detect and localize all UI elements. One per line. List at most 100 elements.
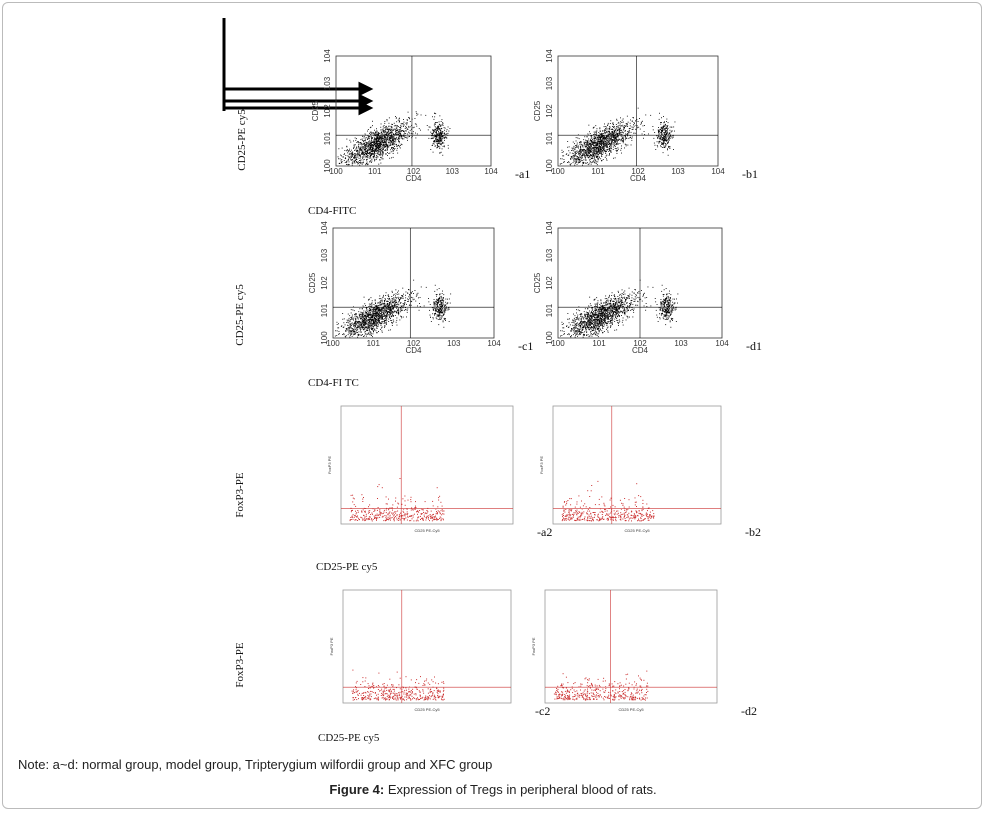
- dot: [429, 304, 431, 305]
- dot: [594, 142, 596, 143]
- dot: [405, 122, 407, 124]
- dot: [379, 154, 381, 156]
- dot: [393, 308, 394, 310]
- dot: [666, 130, 668, 132]
- dot: [383, 302, 385, 304]
- dot: [659, 309, 661, 310]
- dot: [380, 302, 382, 303]
- dot: [377, 142, 379, 144]
- dot: [620, 135, 622, 137]
- dot: [561, 152, 563, 153]
- dot: [387, 294, 389, 296]
- dot: [613, 137, 614, 138]
- dot: [367, 151, 369, 153]
- dot: [358, 142, 359, 144]
- dot: [383, 294, 384, 296]
- dot: [609, 131, 610, 133]
- dot: [436, 130, 437, 132]
- dot: [658, 132, 660, 134]
- dot: [356, 322, 358, 324]
- dot: [602, 133, 604, 134]
- dot: [399, 307, 401, 309]
- dot: [368, 306, 370, 308]
- dot: [355, 160, 356, 161]
- dot: [367, 156, 369, 158]
- dot: [389, 152, 391, 154]
- dot: [366, 321, 367, 323]
- dot: [371, 319, 373, 321]
- dot: [653, 137, 655, 139]
- dot: [365, 150, 367, 152]
- dot: [594, 144, 596, 146]
- dot: [380, 322, 382, 324]
- dot: [419, 297, 421, 298]
- dot: [416, 294, 418, 296]
- dot: [361, 153, 362, 155]
- dot: [374, 152, 375, 154]
- dot: [578, 153, 580, 154]
- dot: [383, 144, 385, 145]
- dot: [658, 132, 659, 134]
- dot: [634, 300, 636, 302]
- dot: [352, 318, 354, 320]
- dot: [442, 302, 444, 304]
- dot: [400, 309, 402, 311]
- dot: [575, 330, 577, 331]
- dot: [354, 158, 356, 160]
- dot: [585, 151, 587, 152]
- dot: [353, 157, 355, 158]
- dot: [357, 152, 359, 153]
- dot: [440, 317, 442, 319]
- dot: [437, 309, 439, 310]
- dot: [668, 145, 669, 147]
- dot: [346, 146, 348, 148]
- dot: [663, 140, 665, 142]
- dot: [357, 318, 359, 320]
- dot: [348, 153, 350, 155]
- dot: [367, 319, 369, 321]
- dot: [661, 117, 662, 119]
- dot: [349, 336, 351, 338]
- dot: [370, 309, 372, 311]
- dot: [388, 314, 389, 316]
- dot: [368, 309, 370, 311]
- dot: [603, 144, 604, 146]
- dot: [587, 152, 589, 154]
- dot: [436, 135, 438, 137]
- dot: [377, 133, 379, 135]
- dot: [670, 134, 672, 136]
- dot: [586, 149, 588, 151]
- dot: [574, 151, 576, 153]
- dot: [359, 328, 361, 330]
- dot: [357, 161, 359, 163]
- dot: [376, 309, 378, 310]
- dot: [438, 313, 440, 315]
- dot: [436, 289, 438, 291]
- dot: [580, 145, 582, 147]
- dot: [438, 139, 440, 141]
- dot: [619, 138, 621, 140]
- dot: [613, 130, 615, 131]
- dot: [385, 306, 386, 307]
- dot: [577, 162, 579, 164]
- dot: [572, 334, 574, 336]
- dot: [406, 303, 407, 305]
- dot: [391, 144, 393, 146]
- dot: [366, 161, 368, 163]
- dot: [447, 309, 449, 311]
- dot: [563, 159, 565, 160]
- dot: [438, 137, 440, 139]
- dot: [408, 300, 409, 302]
- dot: [437, 133, 439, 135]
- dot: [398, 145, 400, 147]
- dot: [420, 129, 421, 131]
- dot: [664, 139, 666, 141]
- dot: [418, 128, 420, 130]
- dot: [354, 137, 356, 139]
- dot: [594, 133, 596, 135]
- dot: [399, 145, 401, 146]
- dot: [381, 154, 383, 156]
- dot: [393, 133, 395, 135]
- dot: [616, 118, 618, 120]
- dot: [352, 329, 354, 331]
